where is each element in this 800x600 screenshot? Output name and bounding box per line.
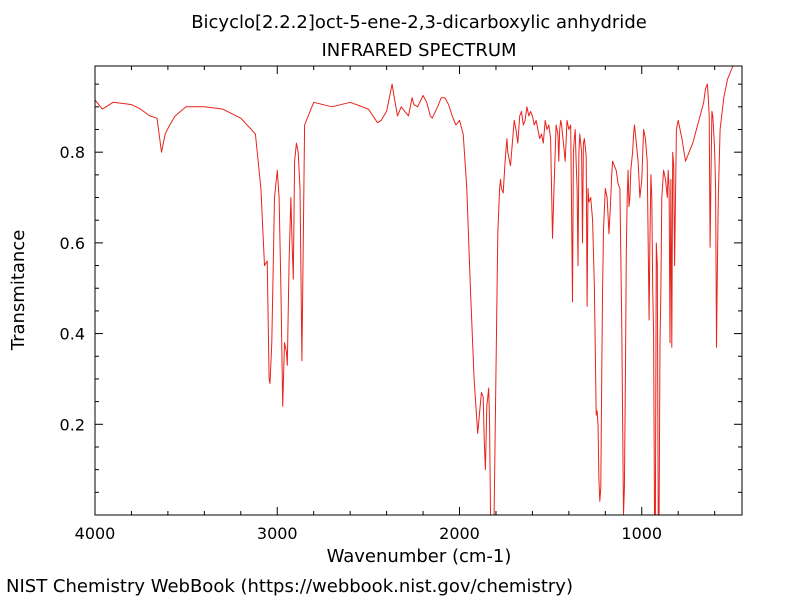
x-tick-label: 3000 bbox=[257, 524, 298, 543]
x-tick-label: 4000 bbox=[75, 524, 116, 543]
plot-frame bbox=[94, 65, 743, 516]
y-tick-label: 0.2 bbox=[60, 415, 85, 434]
y-tick-label: 0.4 bbox=[60, 325, 85, 344]
spectrum-line bbox=[94, 65, 742, 516]
y-tick-label: 0.8 bbox=[60, 143, 85, 162]
x-axis-label: Wavenumber (cm-1) bbox=[327, 546, 512, 567]
axis-ticks bbox=[94, 66, 742, 515]
x-tick-label: 2000 bbox=[439, 524, 480, 543]
y-tick-label: 0.6 bbox=[60, 234, 85, 253]
chart-subtitle: INFRARED SPECTRUM bbox=[321, 40, 516, 61]
source-credit: NIST Chemistry WebBook (https://webbook.… bbox=[6, 576, 573, 597]
chart-title: Bicyclo[2.2.2]oct-5-ene-2,3-dicarboxylic… bbox=[191, 12, 647, 33]
x-tick-label: 1000 bbox=[621, 524, 662, 543]
y-axis-label: Transmitance bbox=[8, 230, 29, 352]
tick-labels: 4000 3000 2000 1000 0.2 0.4 0.6 0.8 bbox=[60, 143, 663, 543]
